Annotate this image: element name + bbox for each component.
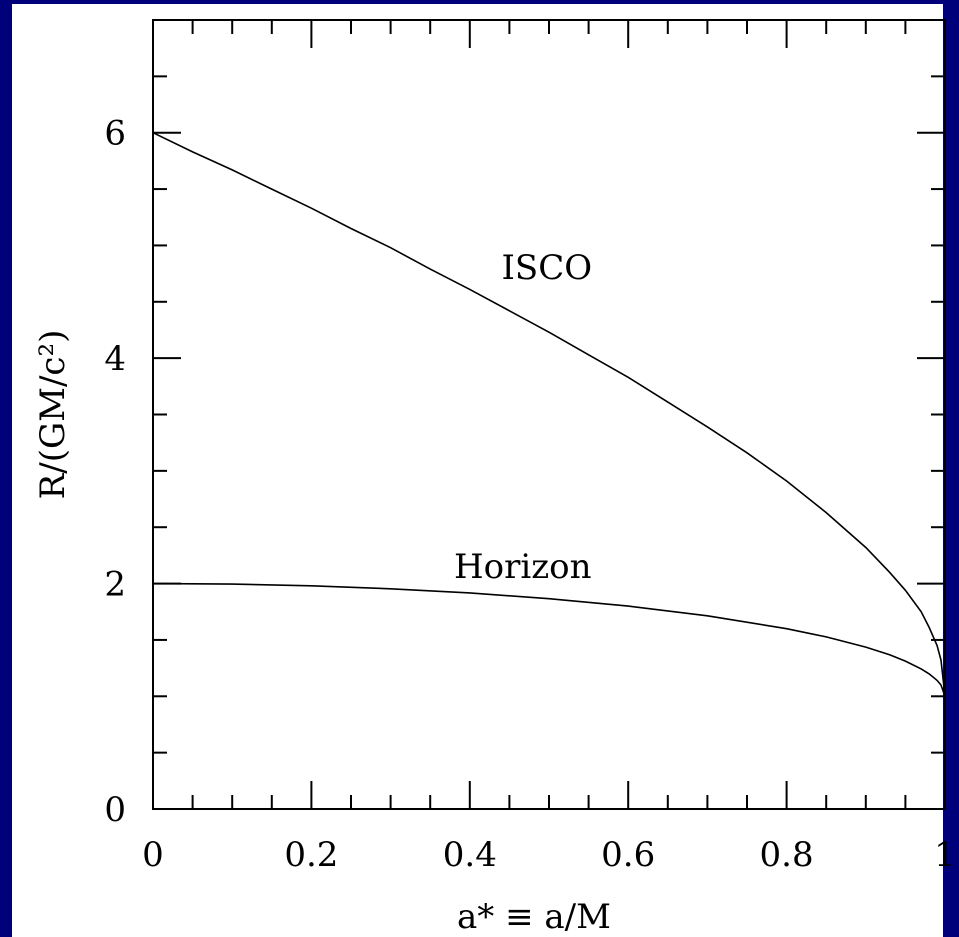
x-tick-label: 0.8	[760, 835, 814, 875]
tick-labels: 0 0.2 0.4 0.6 0.8 1 0 2 4 6	[104, 114, 955, 875]
plot-background	[12, 4, 943, 937]
x-tick-label: 1	[934, 835, 956, 875]
x-tick-label: 0.6	[601, 835, 655, 875]
y-tick-label: 2	[104, 565, 126, 605]
y-tick-label: 6	[104, 114, 126, 154]
x-tick-label: 0	[142, 835, 164, 875]
x-axis-label: a* ≡ a/M	[457, 897, 611, 937]
curves	[152, 131, 946, 697]
series-line-horizon	[152, 582, 946, 697]
annotations: ISCO Horizon	[454, 248, 592, 587]
x-tick-label: 0.2	[284, 835, 338, 875]
series-line-isco	[152, 131, 946, 697]
y-tick-label: 4	[104, 339, 126, 379]
plot-frame	[152, 19, 946, 810]
curve-label-isco: ISCO	[501, 248, 592, 288]
y-tick-label: 0	[104, 790, 126, 830]
y-axis-label: R/(GM/c²)	[33, 330, 73, 500]
x-tick-label: 0.4	[443, 835, 497, 875]
axis-ticks	[152, 19, 946, 810]
curve-label-horizon: Horizon	[454, 547, 592, 587]
